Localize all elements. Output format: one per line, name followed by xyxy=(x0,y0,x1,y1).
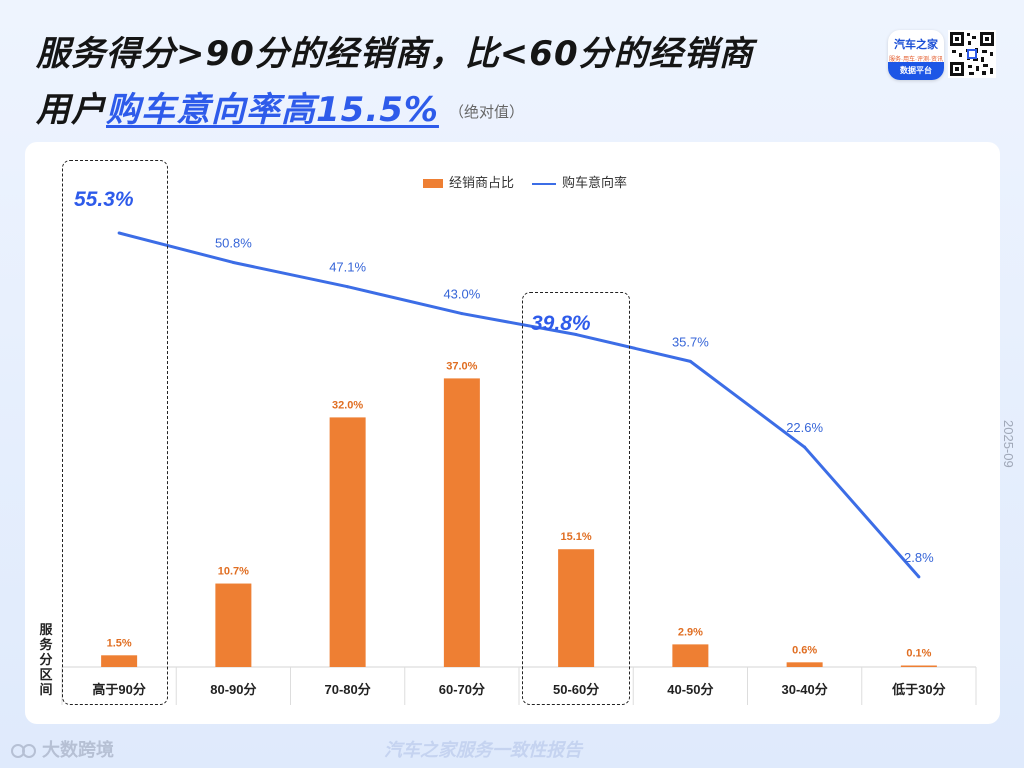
logo-tagline: 服务·用车·评测·资讯 xyxy=(889,57,943,63)
line-data-label: 22.6% xyxy=(786,420,823,435)
autohome-logo-icon: 汽车之家 服务·用车·评测·资讯 数据平台 xyxy=(888,30,944,80)
bar xyxy=(215,583,252,667)
logo-platform: 数据平台 xyxy=(888,62,944,80)
highlight-value-top-tier: 55.3% xyxy=(74,188,134,211)
legend-line-label: 购车意向率 xyxy=(562,175,628,190)
bar-data-label: 0.6% xyxy=(792,644,817,656)
chart-card xyxy=(25,142,1000,724)
legend-item-line: 购车意向率 xyxy=(532,172,627,191)
bar xyxy=(786,662,823,667)
line-data-label: 35.7% xyxy=(672,334,709,349)
x-tick-label: 30-40分 xyxy=(782,682,828,697)
qr-code-icon xyxy=(948,30,996,78)
bar xyxy=(329,417,366,667)
x-axis-title: 服务分区间 xyxy=(39,622,53,697)
page-title-line-2: 用户购车意向率高15.5% （绝对值） xyxy=(36,82,524,131)
date-stamp: 2025-09 xyxy=(1001,420,1016,468)
x-tick-label: 低于30分 xyxy=(891,682,945,697)
line-point xyxy=(574,333,578,337)
line-data-label: 43.0% xyxy=(443,287,480,302)
bar xyxy=(558,549,595,667)
title-note: （绝对值） xyxy=(448,103,524,121)
x-tick-label: 50-60分 xyxy=(553,682,599,697)
logo-name: 汽车之家 xyxy=(894,39,938,51)
bar xyxy=(672,644,709,667)
line-series-purchase-intent xyxy=(118,231,921,578)
bar-data-label: 2.9% xyxy=(678,626,703,638)
line-data-label: 47.1% xyxy=(329,260,366,275)
legend-item-bar: 经销商占比 xyxy=(423,172,514,191)
line-point xyxy=(231,260,235,264)
bar-data-label: 15.1% xyxy=(561,531,592,543)
footer-report-title: 汽车之家服务一致性报告 xyxy=(384,740,582,760)
bar xyxy=(443,378,480,667)
line-point xyxy=(460,312,464,316)
bar-data-label: 0.1% xyxy=(906,648,931,660)
bar-data-label: 32.0% xyxy=(332,399,363,411)
line-point xyxy=(346,285,350,289)
title-highlight: 购车意向率高15.5% xyxy=(106,90,439,130)
brand-logo-icon xyxy=(11,744,36,759)
highlight-value-mid-tier: 39.8% xyxy=(531,312,591,335)
line-data-label: 2.8% xyxy=(904,550,934,565)
bar-data-label: 1.5% xyxy=(107,637,132,649)
bar-data-label: 37.0% xyxy=(446,360,477,372)
line-point xyxy=(688,359,692,363)
bar xyxy=(101,655,138,667)
x-tick-label: 60-70分 xyxy=(439,682,485,697)
brand-watermark: 大数跨境 xyxy=(10,736,114,762)
highlight-box-top-tier xyxy=(62,160,168,705)
x-tick-label: 70-80分 xyxy=(325,682,371,697)
bar xyxy=(900,665,937,667)
x-tick-label: 高于90分 xyxy=(92,682,145,697)
legend-bar-swatch xyxy=(423,179,443,189)
page-title-line-1: 服务得分>90分的经销商，比<60分的经销商 xyxy=(36,26,754,75)
legend-line-swatch xyxy=(532,182,556,185)
x-tick-label: 80-90分 xyxy=(210,682,256,697)
bar-data-label: 10.7% xyxy=(218,566,249,578)
line-point xyxy=(803,445,807,449)
highlight-box-mid-tier xyxy=(522,292,630,705)
title-line-1-text: 服务得分>90分的经销商，比<60分的经销商 xyxy=(36,34,754,74)
title-line-2-prefix: 用户 xyxy=(36,90,106,130)
line-data-label: 50.8% xyxy=(215,235,252,250)
line-point xyxy=(117,231,121,235)
brand-name: 大数跨境 xyxy=(42,740,114,760)
x-tick-label: 40-50分 xyxy=(667,682,713,697)
line-point xyxy=(917,575,921,579)
legend-bar-label: 经销商占比 xyxy=(449,175,515,190)
